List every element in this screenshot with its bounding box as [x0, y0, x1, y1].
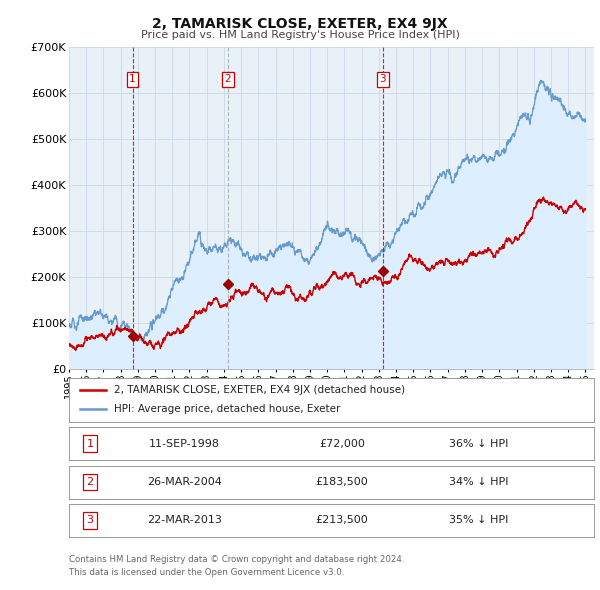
Text: HPI: Average price, detached house, Exeter: HPI: Average price, detached house, Exet…	[113, 405, 340, 414]
Text: 2: 2	[86, 477, 94, 487]
Text: £183,500: £183,500	[316, 477, 368, 487]
Text: 26-MAR-2004: 26-MAR-2004	[147, 477, 222, 487]
Text: 36% ↓ HPI: 36% ↓ HPI	[449, 439, 508, 448]
Text: 3: 3	[379, 74, 386, 84]
Text: 1: 1	[129, 74, 136, 84]
Text: 35% ↓ HPI: 35% ↓ HPI	[449, 516, 508, 525]
Text: This data is licensed under the Open Government Licence v3.0.: This data is licensed under the Open Gov…	[69, 568, 344, 576]
Text: Contains HM Land Registry data © Crown copyright and database right 2024.: Contains HM Land Registry data © Crown c…	[69, 555, 404, 563]
Text: 11-SEP-1998: 11-SEP-1998	[149, 439, 220, 448]
Text: 22-MAR-2013: 22-MAR-2013	[147, 516, 222, 525]
Text: 2: 2	[224, 74, 231, 84]
Text: £72,000: £72,000	[319, 439, 365, 448]
Text: Price paid vs. HM Land Registry's House Price Index (HPI): Price paid vs. HM Land Registry's House …	[140, 30, 460, 40]
Text: 2, TAMARISK CLOSE, EXETER, EX4 9JX (detached house): 2, TAMARISK CLOSE, EXETER, EX4 9JX (deta…	[113, 385, 405, 395]
Text: £213,500: £213,500	[316, 516, 368, 525]
Text: 1: 1	[86, 439, 94, 448]
Text: 2, TAMARISK CLOSE, EXETER, EX4 9JX: 2, TAMARISK CLOSE, EXETER, EX4 9JX	[152, 17, 448, 31]
Text: 3: 3	[86, 516, 94, 525]
Text: 34% ↓ HPI: 34% ↓ HPI	[449, 477, 508, 487]
